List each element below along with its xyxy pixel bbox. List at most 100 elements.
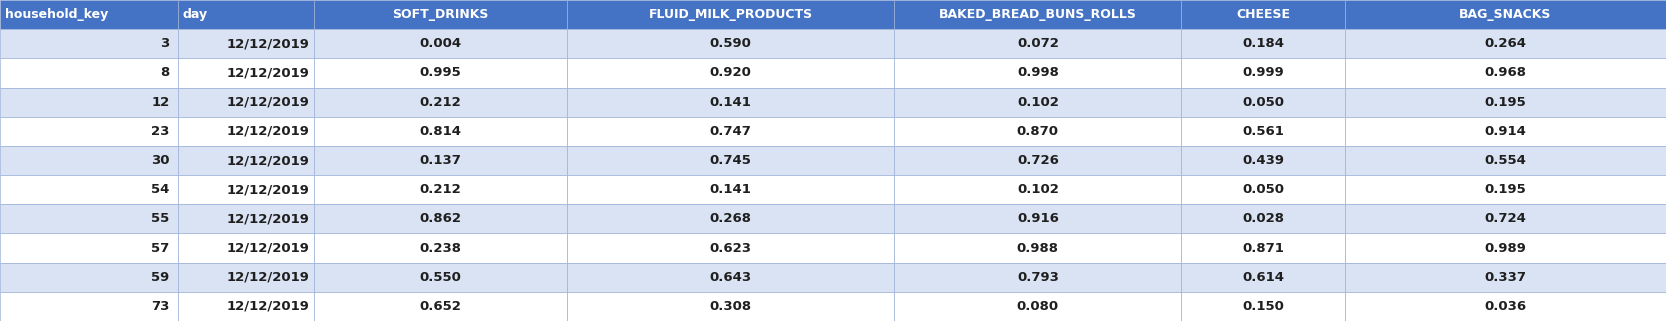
Bar (178, 292, 315, 321)
Bar (315, 233, 566, 263)
Text: 0.080: 0.080 (1016, 300, 1060, 313)
Text: 0.554: 0.554 (1484, 154, 1526, 167)
Text: 0.268: 0.268 (710, 213, 751, 225)
Bar (178, 117, 315, 146)
Bar (0, 204, 178, 233)
Bar (1344, 88, 1666, 117)
Bar (1344, 146, 1666, 175)
Text: 0.141: 0.141 (710, 183, 751, 196)
Text: BAG_SNACKS: BAG_SNACKS (1459, 8, 1551, 21)
Bar (1344, 175, 1666, 204)
Text: 0.028: 0.028 (1243, 213, 1284, 225)
Bar (566, 146, 895, 175)
Bar (1344, 263, 1666, 292)
Text: 0.916: 0.916 (1016, 213, 1060, 225)
Bar (315, 117, 566, 146)
Bar (566, 88, 895, 117)
Bar (895, 58, 1181, 88)
Text: 0.745: 0.745 (710, 154, 751, 167)
Bar (895, 117, 1181, 146)
Text: 0.989: 0.989 (1484, 241, 1526, 255)
Text: household_key: household_key (5, 8, 108, 21)
Text: 12/12/2019: 12/12/2019 (227, 66, 310, 80)
Text: 0.724: 0.724 (1484, 213, 1526, 225)
Text: 0.212: 0.212 (420, 183, 461, 196)
Text: 0.150: 0.150 (1243, 300, 1284, 313)
Bar (0, 263, 178, 292)
Bar (566, 175, 895, 204)
Text: 0.988: 0.988 (1016, 241, 1060, 255)
Bar (1181, 88, 1344, 117)
Bar (178, 0, 315, 29)
Bar (1344, 292, 1666, 321)
Text: 0.195: 0.195 (1484, 96, 1526, 108)
Text: 0.550: 0.550 (420, 271, 461, 284)
Bar (1344, 29, 1666, 58)
Text: 0.968: 0.968 (1484, 66, 1526, 80)
Text: 0.793: 0.793 (1016, 271, 1060, 284)
Bar (315, 29, 566, 58)
Bar (895, 0, 1181, 29)
Bar (315, 58, 566, 88)
Bar (315, 0, 566, 29)
Bar (566, 233, 895, 263)
Text: 23: 23 (152, 125, 170, 138)
Text: 0.995: 0.995 (420, 66, 461, 80)
Text: 0.184: 0.184 (1243, 37, 1284, 50)
Bar (895, 233, 1181, 263)
Text: 0.614: 0.614 (1243, 271, 1284, 284)
Bar (315, 175, 566, 204)
Text: 0.072: 0.072 (1016, 37, 1060, 50)
Bar (1344, 233, 1666, 263)
Text: 0.264: 0.264 (1484, 37, 1526, 50)
Bar (1181, 233, 1344, 263)
Bar (1344, 58, 1666, 88)
Text: 0.337: 0.337 (1484, 271, 1526, 284)
Bar (1344, 0, 1666, 29)
Bar (178, 204, 315, 233)
Bar (1181, 175, 1344, 204)
Text: SOFT_DRINKS: SOFT_DRINKS (392, 8, 488, 21)
Text: 0.195: 0.195 (1484, 183, 1526, 196)
Bar (1181, 117, 1344, 146)
Text: 8: 8 (160, 66, 170, 80)
Bar (0, 175, 178, 204)
Bar (566, 58, 895, 88)
Text: BAKED_BREAD_BUNS_ROLLS: BAKED_BREAD_BUNS_ROLLS (940, 8, 1136, 21)
Text: 0.590: 0.590 (710, 37, 751, 50)
Bar (178, 175, 315, 204)
Text: 0.747: 0.747 (710, 125, 751, 138)
Bar (178, 88, 315, 117)
Text: 12/12/2019: 12/12/2019 (227, 241, 310, 255)
Bar (0, 233, 178, 263)
Text: 0.726: 0.726 (1016, 154, 1060, 167)
Bar (315, 204, 566, 233)
Text: 0.439: 0.439 (1243, 154, 1284, 167)
Text: 30: 30 (152, 154, 170, 167)
Bar (178, 146, 315, 175)
Bar (566, 292, 895, 321)
Text: 0.623: 0.623 (710, 241, 751, 255)
Text: 54: 54 (152, 183, 170, 196)
Bar (566, 263, 895, 292)
Text: 12/12/2019: 12/12/2019 (227, 125, 310, 138)
Text: 0.862: 0.862 (420, 213, 461, 225)
Text: 0.643: 0.643 (710, 271, 751, 284)
Bar (566, 204, 895, 233)
Bar (895, 175, 1181, 204)
Bar (1181, 146, 1344, 175)
Bar (1181, 29, 1344, 58)
Text: 0.036: 0.036 (1484, 300, 1526, 313)
Text: 0.871: 0.871 (1243, 241, 1284, 255)
Bar (895, 146, 1181, 175)
Text: 0.998: 0.998 (1016, 66, 1060, 80)
Bar (0, 292, 178, 321)
Text: 3: 3 (160, 37, 170, 50)
Text: 12/12/2019: 12/12/2019 (227, 96, 310, 108)
Text: CHEESE: CHEESE (1236, 8, 1289, 21)
Bar (315, 88, 566, 117)
Text: 57: 57 (152, 241, 170, 255)
Text: 12/12/2019: 12/12/2019 (227, 154, 310, 167)
Text: 0.004: 0.004 (420, 37, 461, 50)
Bar (1181, 204, 1344, 233)
